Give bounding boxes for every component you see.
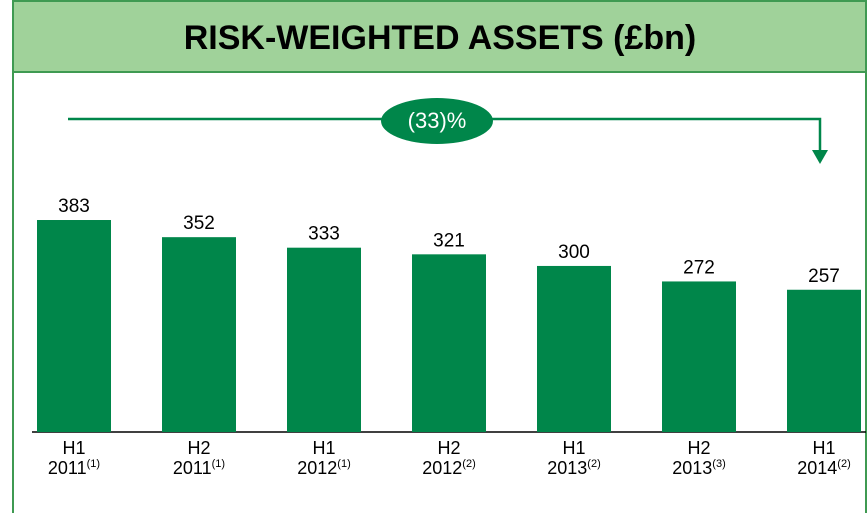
data-label: 300 [558,242,590,263]
bar [537,265,611,432]
x-tick-label: H2 [437,438,460,458]
trend-arrow [68,117,822,152]
bar [787,289,861,432]
year: 2013 [672,458,712,478]
bar [287,247,361,432]
x-tick-label: 2013(2) [547,458,601,478]
bar [412,254,486,432]
footnote: (2) [462,458,475,470]
x-tick-label: H2 [187,438,210,458]
data-label: 383 [58,196,90,217]
annotation: (33)% [408,108,467,133]
footnote: (1) [87,458,100,470]
x-tick-label: 2013(3) [672,458,726,478]
x-tick-label: H1 [312,438,335,458]
bar [37,220,111,432]
x-tick-label: 2012(2) [422,458,476,478]
title-band [12,0,867,73]
arrow-head [812,150,828,164]
footnote: (1) [212,458,225,470]
x-tick-label: H2 [687,438,710,458]
footnote: (2) [587,458,600,470]
year: 2011 [173,458,212,478]
data-label: 333 [308,224,340,245]
data-label: 257 [808,266,840,287]
footnote: (1) [337,458,350,470]
year: 2011 [48,458,87,478]
x-tick-label: 2014(2) [797,458,851,478]
footnote: (3) [712,458,725,470]
year: 2013 [547,458,587,478]
x-tick-label: 2012(1) [297,458,351,478]
bar [662,281,736,432]
footnote: (2) [837,458,850,470]
data-label: 352 [183,213,215,234]
x-tick-label: H1 [562,438,585,458]
bar [162,237,236,432]
annotation-badge [381,98,493,144]
year: 2012 [297,458,337,478]
year: 2014 [797,458,837,478]
data-label: 272 [683,257,715,278]
year: 2012 [422,458,462,478]
x-tick-label: 2011(1) [173,458,225,478]
x-tick-label: H1 [62,438,85,458]
x-tick-label: H1 [812,438,835,458]
x-tick-label: 2011(1) [48,458,100,478]
data-label: 321 [433,230,465,251]
chart-title: RISK-WEIGHTED ASSETS (£bn) [184,19,697,57]
